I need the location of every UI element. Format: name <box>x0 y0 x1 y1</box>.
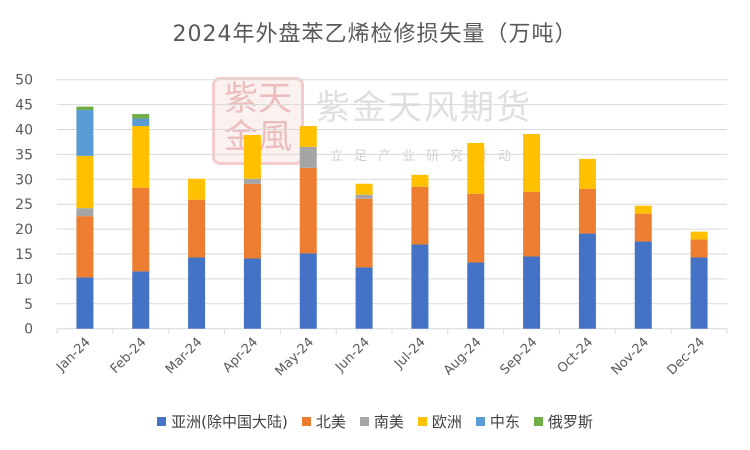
bar-segment <box>76 216 94 278</box>
chart-title: 2024年外盘苯乙烯检修损失量（万吨） <box>172 22 578 47</box>
legend-label: 北美 <box>315 413 346 431</box>
bar-segment <box>355 194 373 199</box>
legend-item: 俄罗斯 <box>533 411 593 432</box>
x-tick-label: May-24 <box>273 335 317 379</box>
y-tick-label: 30 <box>15 172 33 188</box>
legend-label: 中东 <box>489 413 520 431</box>
y-tick-label: 5 <box>24 297 33 313</box>
bar-segment <box>467 262 485 329</box>
bar-segment <box>690 257 708 329</box>
x-tick-label: Aug-24 <box>441 335 485 379</box>
legend-swatch <box>417 417 427 426</box>
x-tick-label: Sep-24 <box>497 335 540 378</box>
watermark-slogan: 立足产业研究驱动 <box>330 149 523 164</box>
bar-segment <box>578 233 596 329</box>
legend-swatch <box>533 417 543 426</box>
legend-label: 南美 <box>373 413 404 431</box>
bar-segment <box>132 118 150 127</box>
y-tick-label: 35 <box>15 147 33 163</box>
bar-segment <box>243 134 261 179</box>
y-tick-label: 50 <box>15 73 33 89</box>
bar-segment <box>76 208 94 217</box>
x-tick-label: Nov-24 <box>609 335 652 378</box>
bar-segment <box>76 106 94 111</box>
bar-segment <box>188 257 206 329</box>
watermark-stamp-logo: 紫天金風 <box>212 77 304 165</box>
y-tick-label: 25 <box>15 197 33 213</box>
x-tick-label: Mar-24 <box>163 335 205 377</box>
x-tick-label: Oct-24 <box>555 335 597 377</box>
y-tick-label: 40 <box>15 123 33 139</box>
bar-segment <box>634 241 652 329</box>
y-tick-label: 15 <box>15 247 33 263</box>
bar-segment <box>523 191 541 257</box>
bar-segment <box>355 267 373 329</box>
x-tick-label: Apr-24 <box>220 335 261 376</box>
legend-label: 欧洲 <box>431 413 462 431</box>
bar-segment <box>299 167 317 254</box>
bar-segment <box>411 244 429 329</box>
watermark-brand: 紫金天风期货 <box>316 88 532 128</box>
x-tick-label: Feb-24 <box>108 335 150 377</box>
x-tick-label: Jul-24 <box>391 335 428 372</box>
bar-segment <box>411 174 429 187</box>
bar-segment <box>188 199 206 258</box>
bar-segment <box>690 231 708 240</box>
bar-segment <box>523 256 541 329</box>
y-tick-label: 0 <box>24 322 33 338</box>
bar-segment <box>690 239 708 258</box>
legend-label: 俄罗斯 <box>547 413 593 431</box>
legend-item: 欧洲 <box>417 411 462 432</box>
bar-segment <box>467 193 485 263</box>
bar-segment <box>76 110 94 156</box>
y-tick-label: 20 <box>15 222 33 238</box>
bar-segment <box>578 188 596 234</box>
bar-segment <box>132 114 150 119</box>
y-tick-label: 10 <box>15 272 33 288</box>
bar-segment <box>355 183 373 195</box>
bar-segment <box>243 183 261 259</box>
bar-segment <box>188 178 206 200</box>
bar-segment <box>299 126 317 147</box>
bar-segment <box>299 253 317 329</box>
bar-segment <box>634 213 652 242</box>
bar-segment <box>243 178 261 184</box>
bar-segment <box>523 133 541 192</box>
bar-segment <box>299 146 317 168</box>
bar-segment <box>634 205 652 214</box>
bar-segment <box>578 158 596 189</box>
legend-item: 亚洲(除中国大陆) <box>157 411 288 432</box>
bar-segment <box>76 277 94 329</box>
legend-swatch <box>157 417 167 426</box>
bar-segment <box>132 187 150 272</box>
bar-segment <box>132 271 150 329</box>
bar-segment <box>467 142 485 194</box>
legend-label: 亚洲(除中国大陆) <box>171 413 288 431</box>
legend-swatch <box>475 417 485 426</box>
y-tick-label: 45 <box>15 98 33 114</box>
bar-segment <box>132 126 150 188</box>
legend-item: 北美 <box>301 411 346 432</box>
legend: 亚洲(除中国大陆) 北美 南美 欧洲 中东 俄罗斯 <box>0 411 750 432</box>
legend-swatch <box>301 417 311 426</box>
x-tick-label: Jan-24 <box>53 335 94 376</box>
bar-segment <box>411 186 429 245</box>
bar-segment <box>355 198 373 268</box>
x-tick-label: Dec-24 <box>665 335 708 378</box>
legend-item: 中东 <box>475 411 520 432</box>
legend-swatch <box>359 417 369 426</box>
x-tick-label: Jun-24 <box>332 335 373 376</box>
bar-segment <box>243 258 261 329</box>
legend-item: 南美 <box>359 411 404 432</box>
bar-segment <box>76 155 94 209</box>
